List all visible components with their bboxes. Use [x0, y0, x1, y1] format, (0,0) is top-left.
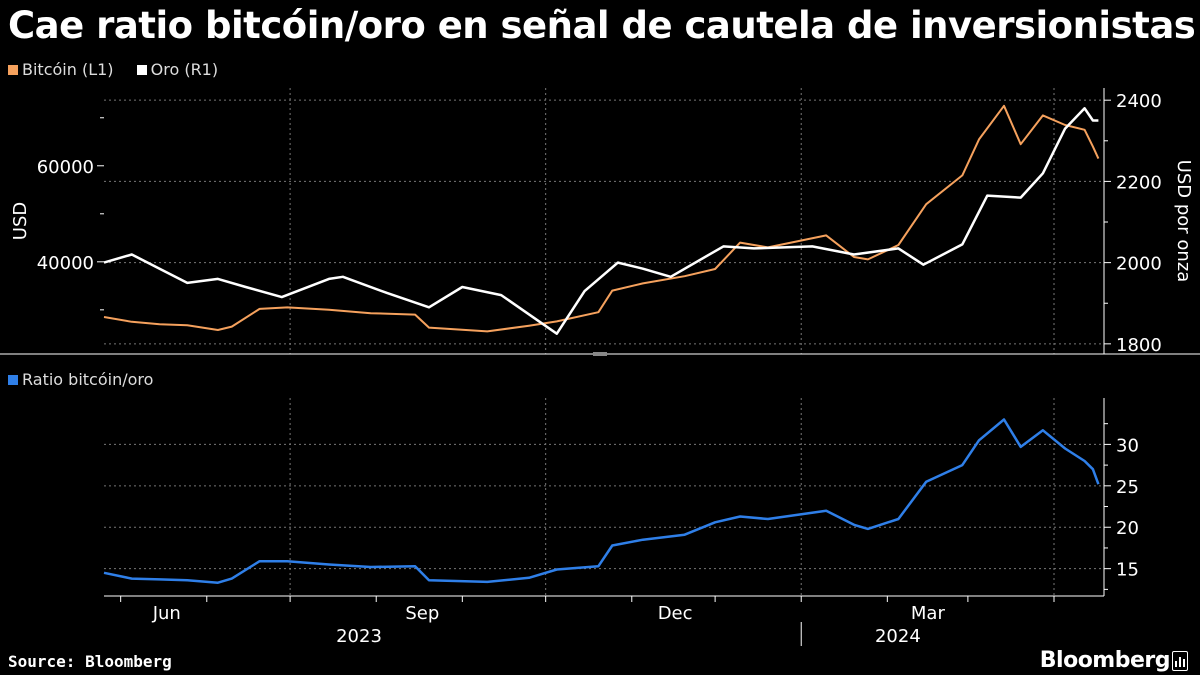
right-tick-label-1800: 1800 [1116, 335, 1162, 356]
legend-item-gold: Oro (R1) [136, 60, 219, 79]
bar-chart-icon [1172, 651, 1188, 671]
legend-bottom: Ratio bitcóin/oro [8, 370, 153, 389]
ratio-tick-label-25: 25 [1116, 477, 1139, 498]
x-year-label-2023: 2023 [336, 626, 382, 647]
x-tick-label-jun: Jun [152, 603, 181, 624]
legend-top: Bitcóin (L1) Oro (R1) [8, 60, 218, 79]
right-axis-label: USD por onza [1173, 160, 1194, 283]
legend-item-bitcoin: Bitcóin (L1) [8, 60, 119, 79]
brand-logo: Bloomberg [1039, 648, 1171, 673]
legend-swatch-ratio [8, 375, 18, 385]
ratio-series-line [103, 418, 1100, 584]
right-tick-label-2400: 2400 [1116, 91, 1162, 112]
legend-label-gold: Oro (R1) [150, 60, 219, 79]
x-tick-label-mar: Mar [911, 603, 946, 624]
left-axis-label: USD [10, 202, 31, 240]
x-tick-label-dec: Dec [658, 603, 693, 624]
legend-label-ratio: Ratio bitcóin/oro [22, 370, 154, 389]
right-tick-label-2000: 2000 [1116, 254, 1162, 275]
x-year-label-2024: 2024 [875, 626, 921, 647]
left-tick-label-40000: 40000 [37, 253, 94, 274]
ratio-tick-label-15: 15 [1116, 560, 1139, 581]
right-tick-label-2200: 2200 [1116, 172, 1162, 193]
x-tick-label-sep: Sep [405, 603, 439, 624]
bitcoin-series-line [103, 104, 1100, 333]
ratio-tick-label-20: 20 [1116, 518, 1139, 539]
legend-swatch-bitcoin [8, 65, 18, 75]
chart-title: Cae ratio bitcóin/oro en señal de cautel… [8, 4, 1196, 47]
source-note: Source: Bloomberg [8, 652, 172, 671]
legend-label-bitcoin: Bitcóin (L1) [22, 60, 114, 79]
left-tick-label-60000: 60000 [37, 157, 94, 178]
legend-item-ratio: Ratio bitcóin/oro [8, 370, 153, 389]
panel-resize-handle [593, 352, 607, 356]
legend-swatch-gold [136, 65, 147, 75]
gold-series-line [103, 107, 1099, 335]
ratio-tick-label-30: 30 [1116, 435, 1139, 456]
